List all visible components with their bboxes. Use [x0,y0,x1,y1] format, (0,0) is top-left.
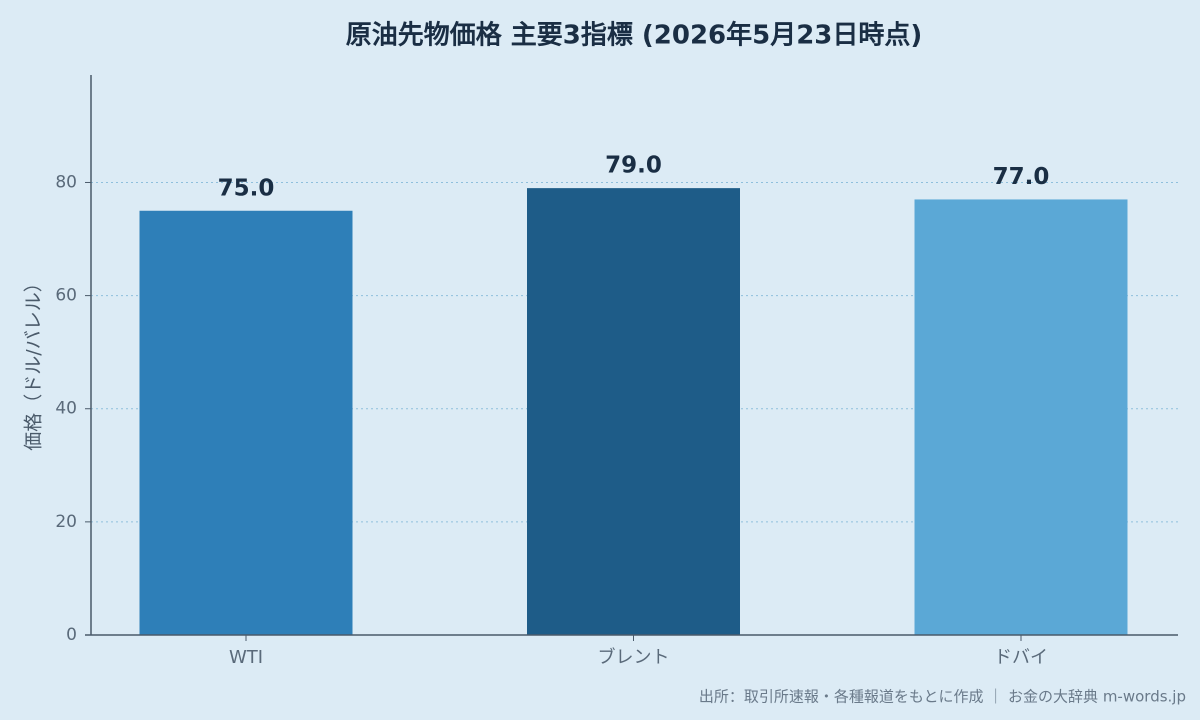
bar [914,199,1128,635]
y-tick-label: 60 [55,286,77,306]
y-tick-label: 0 [66,625,77,645]
y-axis-label: 価格（ドル/バレル） [23,273,45,450]
bar [527,188,740,635]
value-label: 79.0 [605,153,662,179]
y-tick-label: 80 [55,172,77,192]
chart-title: 原油先物価格 主要3指標 (2026年5月23日時点) [346,20,923,51]
y-tick-label: 20 [55,512,77,532]
x-tick-label: WTI [229,647,263,668]
y-tick-label: 40 [55,399,77,419]
x-tick-label: ドバイ [994,647,1048,668]
x-tick-label: ブレント [598,646,670,668]
value-label: 77.0 [993,164,1050,190]
source-note: 出所：取引所速報・各種報道をもとに作成 ｜ お金の大辞典 m-words.jp [699,688,1186,706]
value-label: 75.0 [218,175,275,201]
bar [139,210,353,635]
